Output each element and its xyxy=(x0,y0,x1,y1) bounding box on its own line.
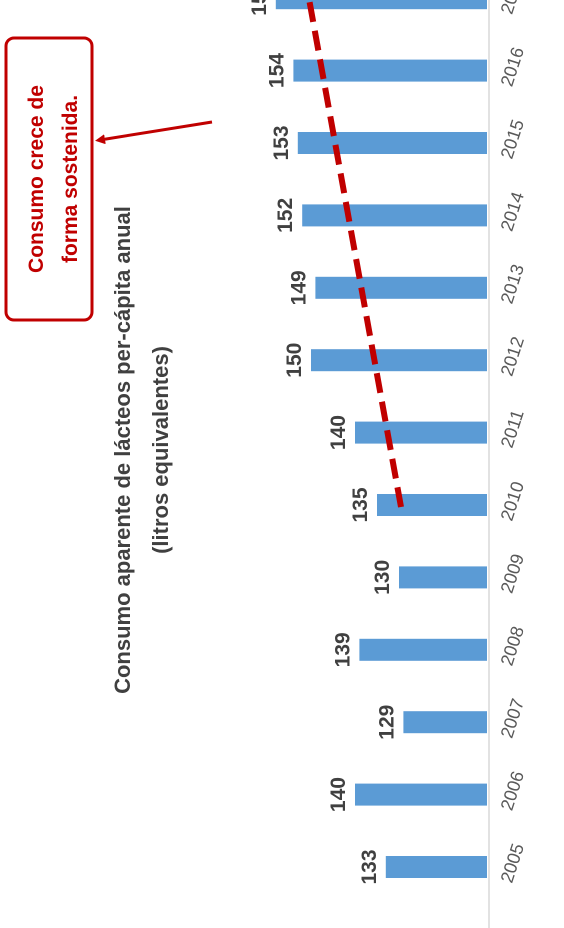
category-labels-group: 2005 2006 2007 2008 2009 2010 2011 2012 2013 2014… xyxy=(497,0,528,885)
value-label-2008: 139 xyxy=(331,632,354,667)
value-label-2007: 129 xyxy=(375,705,398,740)
value-labels-group: 133 140 129 139 130 135 140 150 149 152 153 154 158 xyxy=(248,0,399,885)
value-label-2017: 158 xyxy=(248,0,271,16)
chart-title: Consumo aparente de lácteos per-cápita a… xyxy=(110,206,173,694)
chart-title-line-2: (litros equivalentes) xyxy=(148,346,173,554)
category-label-2008: 2008 xyxy=(497,624,528,668)
bar-2008 xyxy=(359,638,487,661)
value-label-2006: 140 xyxy=(327,777,350,812)
callout-pointer-arrow xyxy=(95,120,213,145)
value-label-2016: 154 xyxy=(265,53,288,88)
value-label-2015: 153 xyxy=(270,125,293,160)
bar-2012 xyxy=(311,349,487,372)
bar-2007 xyxy=(403,711,487,734)
annotation-callout: Consumo crece de forma sostenida. xyxy=(4,36,213,322)
bar-2006 xyxy=(355,783,487,806)
value-label-2010: 135 xyxy=(349,487,372,522)
bar-2016 xyxy=(293,59,487,82)
value-label-2013: 149 xyxy=(287,270,310,305)
category-label-2012: 2012 xyxy=(497,334,528,378)
bar-2010 xyxy=(377,494,487,516)
callout-box xyxy=(4,36,94,322)
category-label-2007: 2007 xyxy=(497,696,528,740)
category-label-2005: 2005 xyxy=(497,841,528,885)
category-label-2015: 2015 xyxy=(497,117,528,161)
category-label-2017: 2017 xyxy=(497,0,528,16)
callout-line-2: forma sostenida. xyxy=(59,95,82,263)
bar-2017 xyxy=(275,0,487,10)
bar-2014 xyxy=(302,204,487,227)
value-label-2009: 130 xyxy=(371,560,394,595)
category-label-2011: 2011 xyxy=(497,407,528,450)
bar-2005 xyxy=(385,856,487,878)
chart-title-line-1: Consumo aparente de lácteos per-cápita a… xyxy=(110,206,135,694)
value-label-2011: 140 xyxy=(327,415,350,450)
category-label-2010: 2010 xyxy=(497,479,528,523)
category-label-2013: 2013 xyxy=(497,262,528,306)
category-label-2006: 2006 xyxy=(497,769,528,813)
category-label-2016: 2016 xyxy=(497,45,528,89)
bar-2015 xyxy=(297,132,487,154)
callout-line-1: Consumo crece de xyxy=(25,85,48,273)
bars-group xyxy=(275,0,487,878)
bar-2011 xyxy=(355,421,487,444)
category-label-2009: 2009 xyxy=(497,551,528,595)
bar-2013 xyxy=(315,276,487,299)
value-label-2014: 152 xyxy=(274,198,297,233)
bar-2009 xyxy=(399,566,487,589)
value-label-2005: 133 xyxy=(358,849,381,884)
value-label-2012: 150 xyxy=(283,343,306,378)
trend-arrow xyxy=(306,0,404,508)
category-label-2014: 2014 xyxy=(497,189,528,233)
